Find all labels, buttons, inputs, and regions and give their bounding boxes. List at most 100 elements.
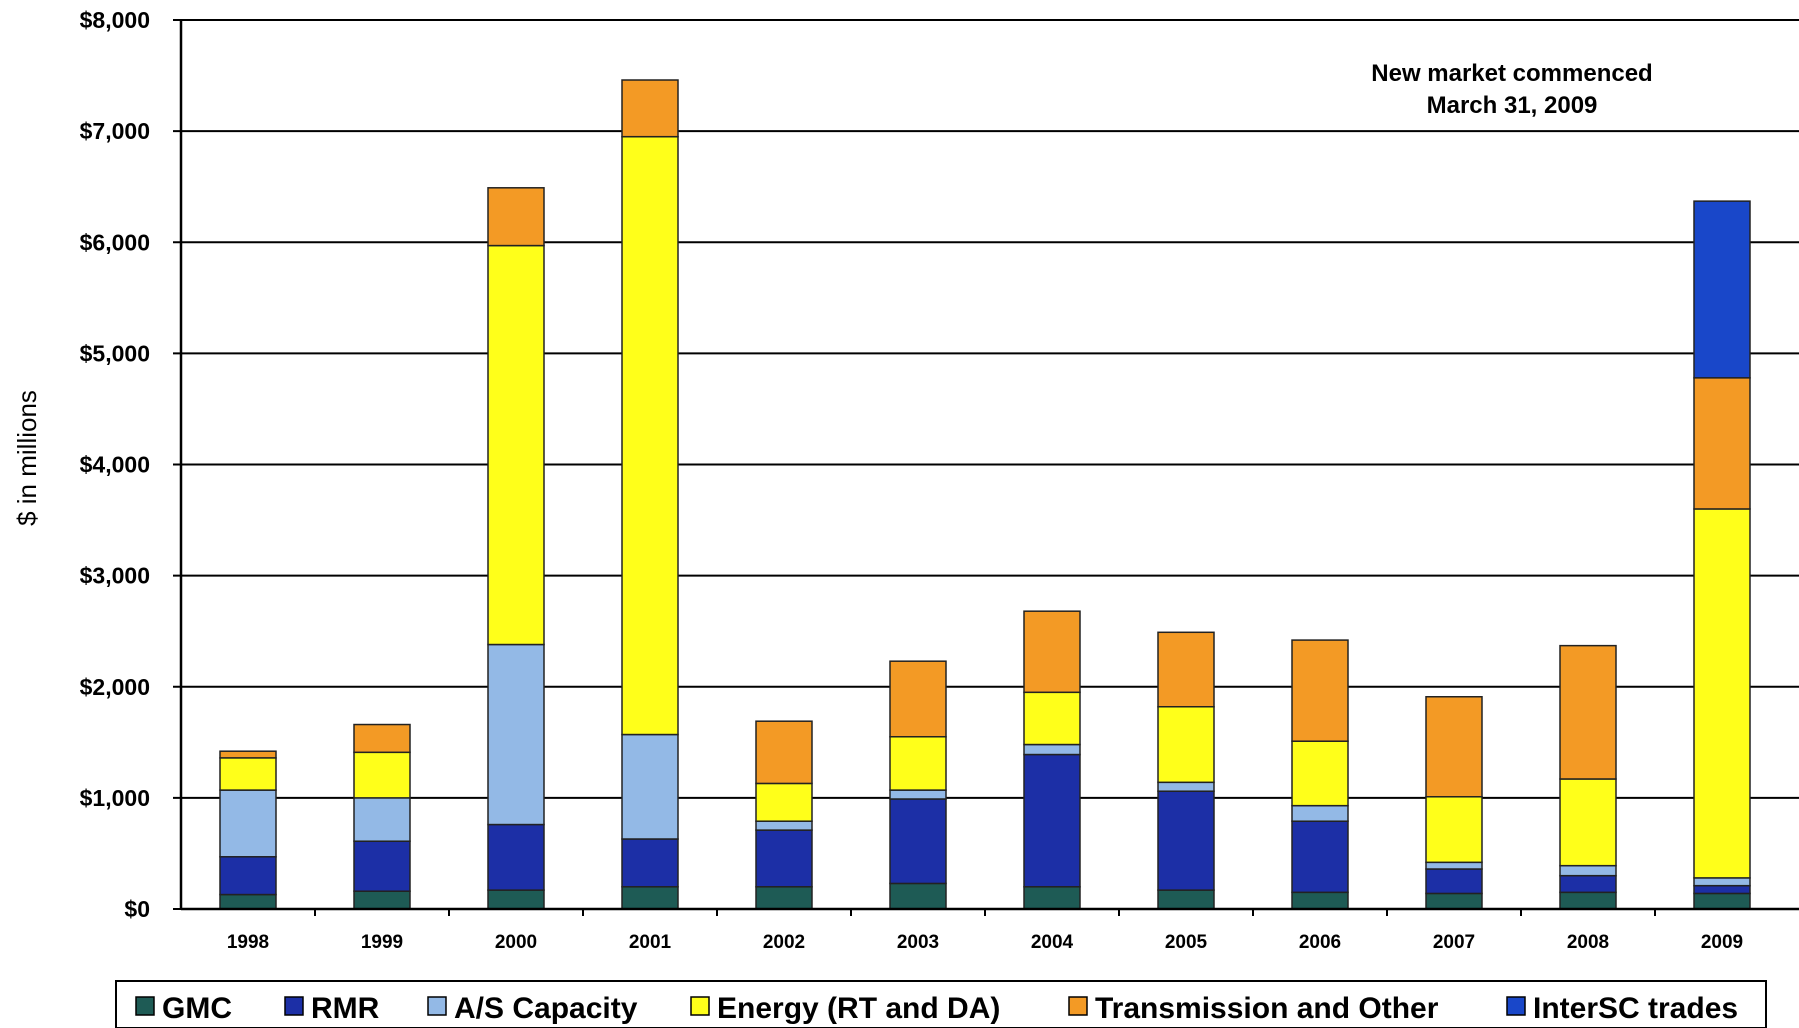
y-tick-label: $2,000 (80, 674, 150, 700)
x-tick-label: 2006 (1299, 932, 1341, 953)
bar-segment (755, 782, 813, 822)
bar-segment (487, 823, 545, 891)
bar-segment (1291, 639, 1349, 742)
bar-segment (1157, 706, 1215, 784)
bar-segment (219, 856, 277, 896)
gridlines (181, 19, 1799, 799)
bar-segment (353, 751, 411, 799)
bar-segment (1559, 891, 1617, 910)
bar-segment (487, 244, 545, 646)
bars (219, 79, 1751, 910)
y-tick-label: $7,000 (80, 118, 150, 144)
legend-swatch (690, 996, 710, 1016)
bar-segment (1559, 864, 1617, 877)
bar-segment (487, 643, 545, 826)
legend-swatch (427, 996, 447, 1016)
bar-segment (755, 720, 813, 785)
legend-label: Energy (RT and DA) (717, 992, 1000, 1025)
bar-segment (1291, 820, 1349, 894)
bar-segment (487, 889, 545, 910)
bar-segment (353, 840, 411, 892)
bar-segment (755, 829, 813, 888)
y-axis-ticks: $0 $1,000 $2,000 $3,000 $4,000 $5,000 $6,000 $7… (80, 7, 181, 922)
legend-swatch (1068, 996, 1088, 1016)
bar-segment (1157, 781, 1215, 792)
y-tick-label: $1,000 (80, 785, 150, 811)
bar-segment (1425, 868, 1483, 895)
bar-segment (1023, 753, 1081, 888)
bar-segment (1157, 631, 1215, 708)
bar-segment (1291, 740, 1349, 807)
bar-segment (1559, 778, 1617, 867)
x-tick-label: 2007 (1433, 932, 1475, 953)
bar-segment (755, 820, 813, 831)
legend-label: RMR (311, 992, 380, 1025)
bar-segment (621, 886, 679, 910)
bar-segment (889, 882, 947, 910)
bar-segment (1425, 696, 1483, 798)
bar-segment (621, 79, 679, 138)
x-tick-label: 2000 (495, 932, 537, 953)
x-tick-label: 2003 (897, 932, 939, 953)
legend-swatch (135, 996, 155, 1016)
bar-segment (1023, 610, 1081, 694)
y-tick-label: $5,000 (80, 340, 150, 366)
bar-segment (889, 798, 947, 885)
bar-segment (353, 797, 411, 842)
legend-swatch (1506, 996, 1526, 1016)
annotation-line-2: March 31, 2009 (1427, 92, 1598, 119)
bar-segment (889, 660, 947, 738)
bar-segment (1693, 508, 1751, 879)
bar-segment (1023, 743, 1081, 756)
bar-segment (219, 893, 277, 910)
bar-segment (1559, 644, 1617, 780)
bar-segment (755, 886, 813, 910)
x-tick-label: 2009 (1701, 932, 1743, 953)
bar-segment (1693, 377, 1751, 510)
bar-segment (621, 838, 679, 888)
legend-label: A/S Capacity (454, 992, 638, 1025)
bar-segment (889, 789, 947, 800)
legend-swatch (284, 996, 304, 1016)
annotation-line-1: New market commenced (1371, 60, 1652, 87)
y-axis-label: $ in millions (12, 390, 42, 526)
bar-segment (219, 757, 277, 791)
bar-segment (1693, 200, 1751, 379)
bar-segment (1291, 891, 1349, 910)
x-tick-label: 1999 (361, 932, 403, 953)
bar-segment (1693, 877, 1751, 887)
x-tick-label: 2001 (629, 932, 672, 953)
bar-segment (1559, 874, 1617, 894)
bar-segment (1157, 889, 1215, 910)
x-tick-label: 2004 (1031, 932, 1074, 953)
y-tick-label: $8,000 (80, 7, 150, 33)
x-tick-label: 1998 (227, 932, 269, 953)
y-tick-label: $6,000 (80, 229, 150, 255)
bar-segment (1291, 804, 1349, 822)
y-tick-label: $4,000 (80, 452, 150, 478)
legend: GMC RMR A/S Capacity Energy (RT and DA) Tran… (115, 980, 1767, 1028)
bar-segment (219, 789, 277, 858)
bar-segment (1693, 892, 1751, 910)
bar-segment (889, 736, 947, 791)
bar-segment (621, 135, 679, 736)
bar-segment (353, 890, 411, 910)
bar-segment (1425, 861, 1483, 870)
bar-segment (1023, 691, 1081, 746)
legend-label: InterSC trades (1533, 992, 1738, 1025)
legend-box (115, 980, 1767, 1028)
bar-segment (1425, 796, 1483, 864)
bar-segment (621, 733, 679, 840)
bar-segment (1425, 892, 1483, 910)
y-tick-label: $0 (124, 896, 150, 922)
x-tick-label: 2008 (1567, 932, 1609, 953)
x-axis-ticks: 1998 1999 2000 2001 2002 2003 2004 2005 2006 2007… (227, 909, 1743, 953)
x-tick-label: 2002 (763, 932, 805, 953)
bar-segment (1023, 886, 1081, 910)
bar-segment (353, 723, 411, 754)
legend-label: GMC (162, 992, 232, 1025)
bar-segment (1693, 884, 1751, 895)
legend-label: Transmission and Other (1095, 992, 1439, 1025)
bar-segment (219, 750, 277, 759)
